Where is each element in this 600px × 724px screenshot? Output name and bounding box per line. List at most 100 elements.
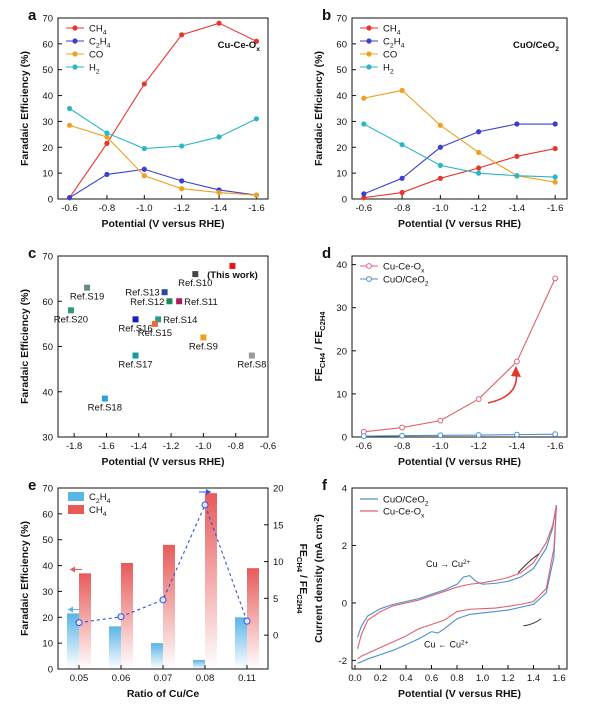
x-tick-label: -0.6 [61, 203, 77, 214]
data-point-H2 [253, 116, 260, 122]
legend-label: C2H4 [383, 37, 405, 50]
ratio-point [75, 619, 83, 627]
data-point-H2 [399, 142, 405, 148]
x-tick-label: 0.8 [450, 673, 463, 684]
y-axis-label: Faradaic Efficiency (%) [313, 51, 325, 166]
x-tick-label: 0.05 [70, 673, 89, 684]
scatter-point-label: Ref.S18 [88, 403, 122, 414]
cv-curve-Cu-Ce-Ox [357, 505, 557, 660]
panel-f: f 0.0 0.2 0.4 0.6 0.8 1.0 1.2 1.4 1.6 -2 0 2 4 Potenti… [312, 477, 568, 700]
data-point-CO [399, 87, 405, 93]
data-point-Cu-Ce-Ox [475, 396, 482, 402]
y-right-tick-label: 10 [273, 557, 284, 568]
series-line-CH4 [69, 22, 257, 199]
x-tick-label: -1.6 [547, 203, 563, 214]
y-tick-label: 30 [42, 433, 53, 444]
panel-label-f: f [322, 477, 328, 494]
data-point-CH4 [216, 20, 222, 26]
data-point-C2H4 [437, 144, 443, 150]
data-point-Cu-Ce-Ox [437, 417, 444, 424]
data-point-H2 [437, 162, 443, 168]
x-tick-label: 0.0 [348, 673, 361, 684]
scatter-point-label: Ref.S15 [138, 328, 172, 339]
data-point-C2H4 [66, 195, 73, 201]
scatter-point [67, 307, 74, 314]
panel-c: c -1.8 -1.6 -1.4 -1.2 -1.0 -0.8 -0.6 30 40 50 60 70 P… [19, 245, 276, 468]
data-point-CO [476, 149, 482, 156]
scatter-point-label: Ref.S12 [130, 297, 164, 308]
legend-marker [366, 51, 372, 57]
y-tick-label: 30 [42, 117, 53, 128]
legend-label: Cu-Ce-Ox [383, 262, 425, 275]
scatter-point [132, 316, 139, 323]
x-tick-label: -0.8 [99, 203, 115, 214]
legend-label: Cu-Ce-Ox [383, 507, 425, 520]
x-tick-label: -1.0 [136, 203, 152, 214]
scatter-point-label: Ref.S16 [118, 323, 152, 334]
data-point-CH4 [514, 153, 520, 159]
y-tick-label: 40 [42, 561, 53, 572]
panel-b: b -0.6 -0.8 -1.0 -1.2 -1.4 -1.6 0 10 20 30 40 50 60 70… [313, 7, 568, 230]
y-tick-label: 50 [42, 342, 53, 353]
scatter-point [166, 298, 173, 305]
y-tick-label: 30 [336, 303, 347, 314]
sweep-arrow-down [523, 618, 542, 627]
legend-label: CuO/CeO2 [383, 275, 429, 288]
bar-C2H4 [193, 659, 205, 669]
x-tick-label: -1.0 [195, 441, 211, 452]
data-point-C2H4 [361, 191, 367, 197]
data-point-C2H4 [476, 129, 482, 135]
y-tick-label: 4 [342, 484, 347, 495]
y-tick-label: 60 [42, 297, 53, 308]
bar-C2H4 [151, 643, 163, 669]
annotation-oxidation: Cu → Cu2+ [426, 559, 471, 569]
y-tick-label: 0 [48, 665, 53, 676]
y-right-axis-label: FECH4 / FEC2H4 [295, 544, 309, 615]
scatter-point-label: Ref.S10 [178, 278, 212, 289]
x-axis-label: Ratio of Cu/Ce [127, 688, 199, 700]
data-point-H2 [514, 173, 520, 179]
axis-arrow-right-head [206, 489, 211, 495]
y-tick-label: 30 [42, 587, 53, 598]
x-tick-label: 0.2 [374, 673, 387, 684]
data-point-Cu-Ce-Ox [399, 424, 405, 431]
y-tick-label: 40 [336, 91, 347, 102]
axis-arrow-left-ch4-head [70, 566, 75, 573]
y-tick-label: 20 [42, 613, 53, 624]
scatter-point [248, 352, 255, 359]
y-tick-label: 0 [342, 598, 347, 609]
scatter-point [151, 320, 158, 327]
panel-label-b: b [322, 7, 331, 24]
data-point-H2 [141, 145, 147, 152]
data-point-CuO/CeO2 [360, 433, 367, 440]
x-axis-label: Potential (V versus RHE) [398, 688, 521, 700]
panel-label-d: d [322, 245, 331, 262]
x-tick-label: 0.6 [425, 673, 438, 684]
scatter-point-label: Ref.S17 [118, 360, 152, 371]
x-tick-label: -1.0 [432, 441, 448, 452]
x-axis-label: Potential (V versus RHE) [101, 456, 224, 468]
data-point-CH4 [476, 165, 482, 171]
legend-marker [72, 51, 78, 57]
scatter-point-label: Ref.S13 [125, 288, 159, 299]
x-tick-label: 1.4 [527, 673, 540, 684]
x-tick-label: -1.4 [509, 203, 525, 214]
series-line-C2H4 [363, 123, 556, 195]
x-tick-label: -1.6 [248, 203, 264, 214]
x-axis-label: Potential (V versus RHE) [398, 218, 521, 230]
bar-CH4 [121, 562, 133, 669]
x-tick-label: -1.2 [470, 203, 486, 214]
data-point-CuO/CeO2 [514, 431, 520, 438]
x-tick-label: 1.0 [476, 673, 489, 684]
series-line-CO [69, 124, 257, 196]
x-tick-label: 0.08 [196, 673, 215, 684]
scatter-point-label: (This work) [207, 270, 258, 281]
y-tick-label: 40 [42, 91, 53, 102]
data-point-CO [361, 95, 367, 101]
data-point-H2 [552, 174, 558, 180]
trend-arrow-head [511, 366, 521, 377]
legend-marker [72, 64, 78, 70]
ratio-point [159, 596, 167, 604]
data-point-Cu-Ce-Ox [552, 275, 559, 282]
x-tick-label: -0.8 [228, 441, 244, 452]
